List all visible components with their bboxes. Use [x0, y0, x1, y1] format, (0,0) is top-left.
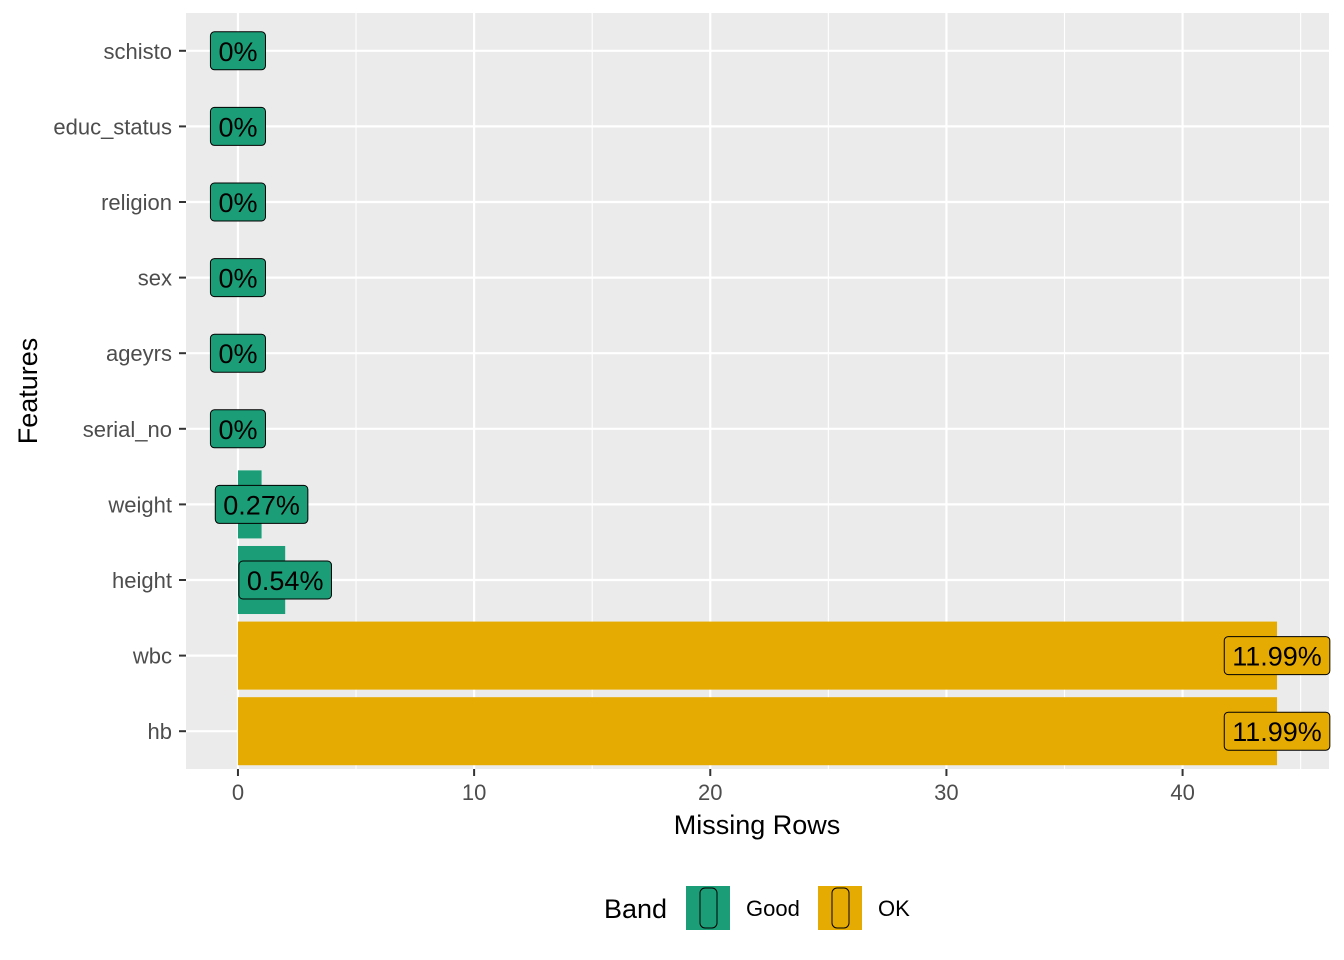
bar-label-box [209, 182, 266, 222]
y-axis-title: Features [13, 338, 43, 445]
bar-label-educ_status: 0% [209, 106, 266, 146]
bar-label: 0% [218, 112, 257, 142]
legend-label: Good [746, 896, 800, 921]
bar-label-box [209, 31, 266, 71]
bar-label-schisto: 0% [209, 31, 266, 71]
bar-label-box [238, 560, 332, 600]
x-tick-label: 30 [934, 780, 958, 805]
y-tick-label: hb [148, 719, 172, 744]
bar-label-serial_no: 0% [209, 409, 266, 449]
x-tick-label: 40 [1170, 780, 1194, 805]
y-tick-label: religion [101, 190, 172, 215]
x-tick-label: 10 [462, 780, 486, 805]
y-tick-label: serial_no [83, 417, 172, 442]
legend-title: Band [604, 894, 667, 924]
bar-label-box [209, 333, 266, 373]
bar-label-sex: 0% [209, 258, 266, 298]
bars [237, 470, 1278, 766]
bar-label-wbc: 11.99% [1223, 636, 1331, 676]
legend-key-label-glyph [699, 887, 718, 929]
legend-item-good: Good [686, 886, 800, 930]
y-axis: schisto educ_status religion sex ageyrs seria… [53, 39, 186, 744]
bar-label-box [209, 409, 266, 449]
x-tick-label: 0 [232, 780, 244, 805]
bar-wbc [237, 621, 1278, 690]
bar-label: 11.99% [1232, 642, 1322, 672]
y-tick-label: ageyrs [106, 341, 172, 366]
legend: Band Good OK [604, 886, 910, 930]
x-axis-title: Missing Rows [674, 810, 841, 840]
y-tick-label: wbc [132, 644, 172, 669]
bar-label-box [1223, 711, 1331, 751]
bar-labels: 0% 0% 0% 0% 0% 0% 0.27% 0.54% 11.99% 11.99% [209, 31, 1331, 751]
legend-key-label-glyph [831, 887, 850, 929]
bar-label-hb: 11.99% [1223, 711, 1331, 751]
bar-label-height: 0.54% [238, 560, 332, 600]
bar-label: 0% [218, 264, 257, 294]
y-tick-label: sex [138, 266, 172, 291]
bar-label: 11.99% [1232, 717, 1322, 747]
bar-label-box [1223, 636, 1331, 676]
y-tick-label: schisto [104, 39, 172, 64]
bar-label: 0.54% [247, 566, 324, 596]
y-tick-label: height [112, 568, 172, 593]
bar-label: 0.27% [223, 490, 300, 520]
bar-label: 0% [218, 339, 257, 369]
bar-label-ageyrs: 0% [209, 333, 266, 373]
legend-label: OK [878, 896, 910, 921]
bar-hb [237, 697, 1278, 766]
bar-label: 0% [218, 188, 257, 218]
bar-label-box [209, 258, 266, 298]
x-axis: 0 10 20 30 40 [232, 769, 1195, 805]
x-tick-label: 20 [698, 780, 722, 805]
bar-label-religion: 0% [209, 182, 266, 222]
bar-label: 0% [218, 415, 257, 445]
bar-label-box [214, 484, 309, 524]
y-tick-label: educ_status [53, 114, 172, 139]
bar-label: 0% [218, 37, 257, 67]
bar-label-box [209, 106, 266, 146]
y-tick-label: weight [107, 492, 172, 517]
legend-item-ok: OK [818, 886, 910, 930]
bar-label-weight: 0.27% [214, 484, 309, 524]
